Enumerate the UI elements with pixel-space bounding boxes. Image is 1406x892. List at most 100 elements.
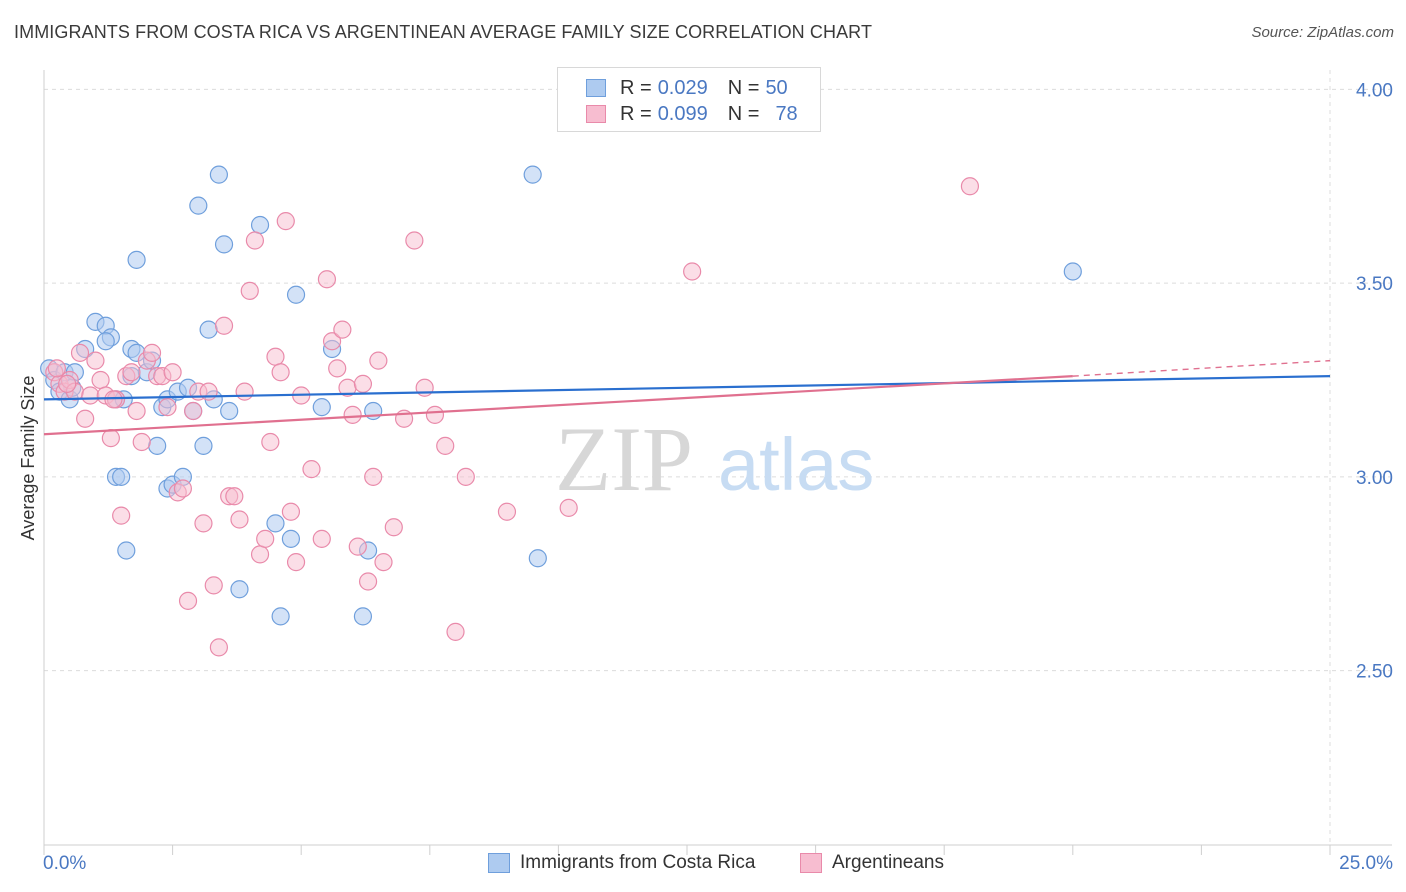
- point-costa-rica: [127, 250, 146, 269]
- watermark-atlas: atlas: [718, 423, 874, 506]
- point-argentineans: [132, 432, 151, 452]
- point-argentineans: [322, 332, 342, 351]
- series-costa-rica-points: [40, 165, 1082, 626]
- point-argentineans: [225, 487, 244, 506]
- legend-n-label: N =: [727, 102, 760, 125]
- point-argentineans: [127, 401, 146, 421]
- point-argentineans: [425, 405, 445, 424]
- legend-r-value: 0.099: [657, 102, 708, 125]
- point-argentineans: [384, 518, 403, 537]
- point-costa-rica: [220, 401, 239, 421]
- legend-label-argentineans: Argentineans: [832, 852, 944, 873]
- point-argentineans: [358, 572, 378, 591]
- legend-item-costa-rica[interactable]: Immigrants from Costa Rica: [488, 852, 755, 874]
- x-tick-label-max: 25.0%: [1339, 853, 1393, 874]
- point-argentineans: [204, 576, 223, 595]
- point-argentineans: [76, 409, 95, 428]
- point-costa-rica: [271, 607, 290, 626]
- point-argentineans: [960, 177, 980, 196]
- point-costa-rica: [281, 529, 301, 548]
- point-argentineans: [194, 514, 213, 533]
- point-costa-rica: [209, 165, 228, 184]
- chart-title: IMMIGRANTS FROM COSTA RICA VS ARGENTINEA…: [14, 22, 873, 42]
- watermark: ZIP atlas: [555, 408, 874, 510]
- legend-r-label: R =: [620, 76, 652, 99]
- point-argentineans: [266, 347, 285, 366]
- point-argentineans: [47, 359, 66, 378]
- point-argentineans: [230, 510, 249, 529]
- stats-legend: R = 0.029 N = 50 R = 0.099 N = 78: [557, 67, 821, 132]
- point-argentineans: [559, 498, 578, 517]
- point-costa-rica: [312, 398, 331, 417]
- point-argentineans: [86, 351, 105, 370]
- y-tick-label: 4.00: [1356, 80, 1393, 101]
- point-argentineans: [497, 502, 517, 521]
- point-argentineans: [256, 529, 275, 548]
- trend-line-argentineans: [43, 375, 1073, 436]
- legend-row-argentineans: R = 0.099 N = 78: [586, 101, 798, 127]
- point-argentineans: [235, 382, 254, 401]
- point-argentineans: [286, 553, 306, 572]
- y-axis-title: Average Family Size: [18, 376, 38, 541]
- point-costa-rica: [250, 215, 270, 235]
- series-argentineans-points: [45, 177, 980, 657]
- point-argentineans: [353, 374, 373, 393]
- point-argentineans: [184, 401, 203, 421]
- legend-r-label: R =: [620, 102, 652, 125]
- legend-n-label: N =: [727, 76, 760, 99]
- watermark-zip: ZIP: [555, 408, 693, 510]
- point-argentineans: [348, 537, 367, 556]
- point-argentineans: [374, 553, 393, 572]
- point-argentineans: [81, 386, 100, 405]
- point-costa-rica: [230, 580, 249, 599]
- point-argentineans: [158, 398, 177, 417]
- x-tick-label-min: 0.0%: [43, 853, 86, 874]
- point-argentineans: [101, 429, 120, 448]
- point-argentineans: [683, 262, 702, 281]
- point-argentineans: [261, 432, 280, 452]
- point-argentineans: [456, 467, 475, 486]
- point-argentineans: [364, 467, 383, 486]
- legend-swatch-pink: [800, 853, 822, 873]
- trend-line-argentineans-extension: [1072, 359, 1331, 377]
- point-costa-rica: [189, 196, 208, 215]
- point-costa-rica: [523, 165, 542, 184]
- point-argentineans: [70, 343, 90, 362]
- grid-lines: [44, 70, 1390, 845]
- point-argentineans: [240, 281, 259, 300]
- trend-lines: [43, 359, 1331, 436]
- y-tick-label: 3.00: [1356, 468, 1393, 489]
- legend-n-value: 78: [775, 102, 798, 125]
- point-argentineans: [281, 502, 301, 521]
- point-argentineans: [250, 545, 270, 564]
- point-costa-rica: [96, 332, 115, 351]
- point-argentineans: [369, 351, 388, 370]
- point-costa-rica: [117, 541, 136, 560]
- legend-n-value: 50: [765, 76, 788, 99]
- point-argentineans: [312, 529, 331, 548]
- point-argentineans: [173, 479, 192, 498]
- point-argentineans: [163, 363, 182, 382]
- axes: [43, 70, 1392, 855]
- legend-item-argentineans[interactable]: Argentineans: [800, 852, 944, 874]
- trend-line-costa-rica: [43, 375, 1331, 401]
- point-argentineans: [405, 231, 424, 250]
- point-argentineans: [302, 460, 321, 479]
- point-argentineans: [58, 374, 77, 393]
- point-costa-rica: [148, 436, 167, 455]
- point-argentineans: [328, 359, 347, 378]
- point-argentineans: [271, 363, 290, 382]
- point-costa-rica: [1063, 262, 1082, 281]
- point-argentineans: [343, 405, 362, 424]
- y-tick-label: 2.50: [1356, 662, 1393, 683]
- point-costa-rica: [528, 549, 547, 568]
- point-argentineans: [436, 436, 455, 455]
- point-argentineans: [245, 231, 265, 250]
- point-costa-rica: [194, 436, 213, 455]
- point-argentineans: [91, 370, 110, 390]
- point-costa-rica: [199, 320, 218, 339]
- y-tick-labels: 2.50 3.00 3.50 4.00: [1356, 80, 1393, 682]
- legend-row-costa-rica: R = 0.029 N = 50: [586, 75, 788, 101]
- point-argentineans: [333, 320, 352, 339]
